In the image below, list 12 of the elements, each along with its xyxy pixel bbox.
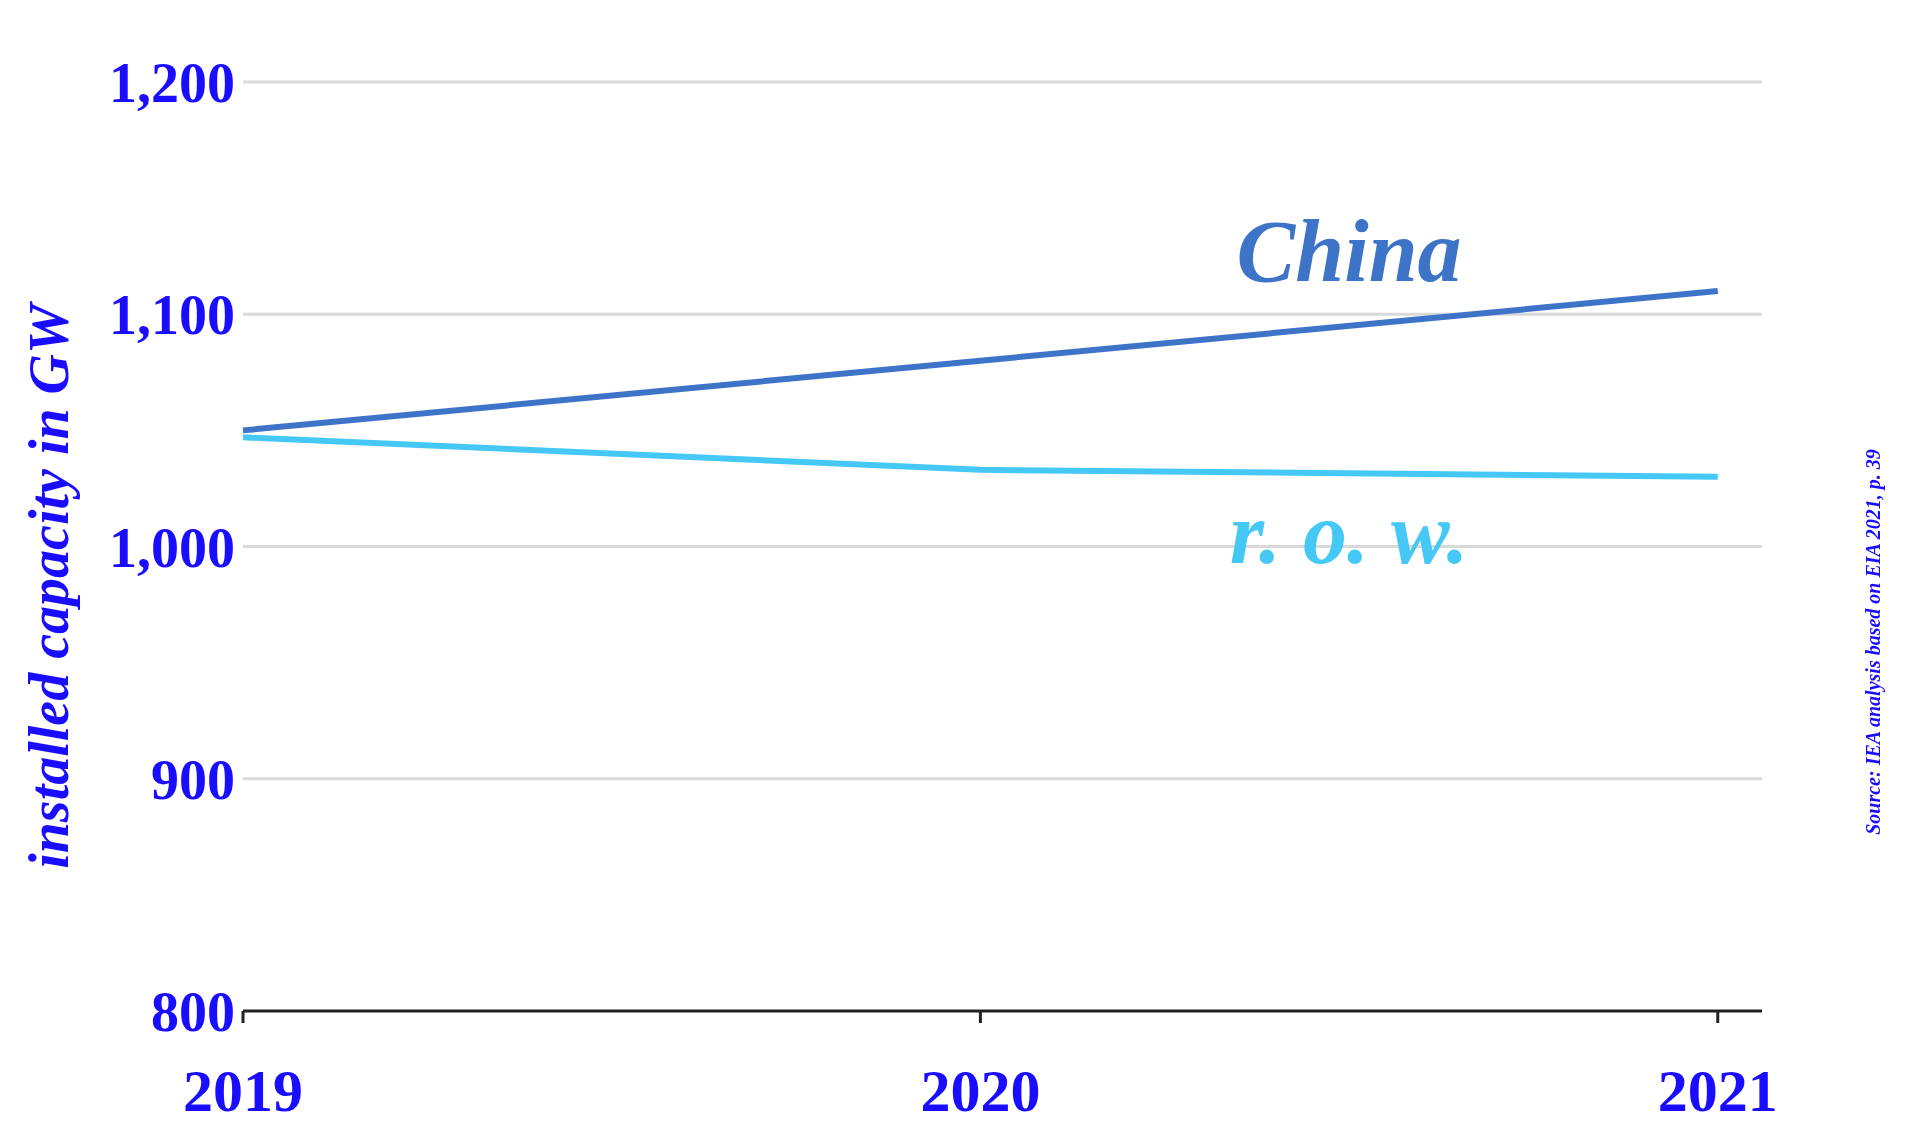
y-tick-label: 900 [151,748,235,811]
y-tick-label: 1,000 [109,516,235,579]
y-tick-label: 800 [151,981,235,1043]
source-note: Source: IEA analysis based on EIA 2021, p. 39 [1862,449,1885,835]
x-tick-label: 2019 [183,1058,303,1124]
series-label: r. o. w. [1229,485,1469,583]
x-tick-label: 2021 [1657,1058,1778,1124]
series-label: China [1236,202,1462,300]
y-tick-label: 1,100 [109,284,235,347]
y-tick-label: 1,200 [109,52,235,114]
x-tick-label: 2020 [920,1058,1041,1124]
y-axis-title: installed capacity in GW [18,299,80,869]
